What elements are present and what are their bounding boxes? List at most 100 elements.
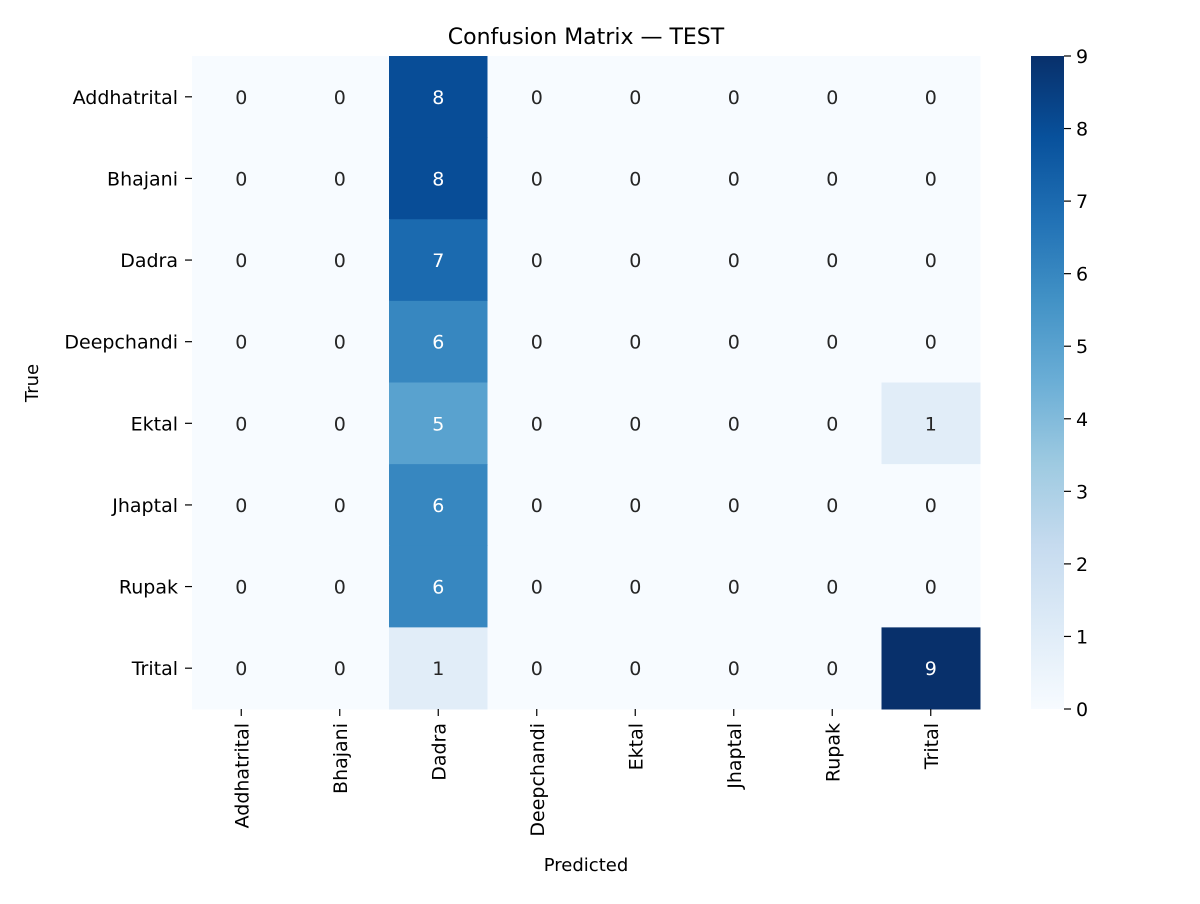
x-tick-label: Ektal [625,723,647,770]
cell-value-label: 1 [432,658,444,680]
heatmap-cell [684,137,784,220]
cell-value-label: 0 [531,658,543,680]
cell-value-label: 0 [334,495,346,517]
heatmap-cell [290,137,390,220]
cell-value-label: 0 [925,495,937,517]
y-tick-label: Trital [131,658,178,680]
heatmap-cell [389,300,488,383]
heatmap-cell [290,464,390,547]
heatmap-cell [389,627,488,710]
cell-value-label: 0 [728,332,740,354]
x-tick-label: Deepchandi [527,723,549,837]
cell-value-label: 0 [334,577,346,599]
heatmap-cell [684,219,784,302]
x-tick-label: Dadra [428,723,450,781]
cell-value-label: 0 [826,332,838,354]
colorbar-tick-label: 3 [1076,481,1088,503]
heatmap-cell [783,627,882,710]
heatmap-cell [586,627,685,710]
colorbar-gradient [1031,56,1064,709]
cell-value-label: 0 [826,413,838,435]
colorbar-tick-label: 1 [1076,626,1088,648]
cell-value-label: 0 [235,332,247,354]
y-tick-label: Ektal [131,413,178,435]
cell-value-label: 0 [728,495,740,517]
cell-value-label: 0 [531,332,543,354]
heatmap-cell [290,627,390,710]
colorbar-tick-label: 2 [1076,554,1088,576]
x-tick-label: Bhajani [330,723,352,794]
y-tick-label: Rupak [119,577,178,599]
heatmap-cell [586,300,685,383]
heatmap-cells: 0 0 8 0 0 0 0 0 0 0 8 0 0 0 0 0 0 0 7 0 0 0 0 0 0 0 6 0 0 0 0 0 0 0 5 0 0 0 0 1… [192,56,981,710]
heatmap-cell [684,382,784,465]
cell-value-label: 0 [235,413,247,435]
cell-value-label: 8 [432,168,444,190]
heatmap-cell [487,464,587,547]
heatmap-cell [881,545,981,628]
cell-value-label: 0 [334,658,346,680]
cell-value-label: 0 [728,168,740,190]
cell-value-label: 8 [432,87,444,109]
cell-value-label: 0 [629,332,641,354]
heatmap-cell [487,300,587,383]
cell-value-label: 0 [925,250,937,272]
cell-value-label: 0 [334,250,346,272]
heatmap-cell [881,627,981,710]
colorbar-tick-label: 9 [1076,46,1088,68]
heatmap-cell [487,219,587,302]
heatmap-cell [881,219,981,302]
heatmap-cell [389,219,488,302]
cell-value-label: 0 [728,250,740,272]
heatmap-cell [881,464,981,547]
y-tick-label: Jhaptal [111,495,178,517]
cell-value-label: 9 [925,658,937,680]
y-tick-label: Dadra [120,250,178,272]
heatmap-cell [586,464,685,547]
colorbar-tick-label: 4 [1076,409,1088,431]
heatmap-cell [881,137,981,220]
heatmap-cell [783,382,882,465]
heatmap-cell [389,382,488,465]
heatmap-cell [783,137,882,220]
heatmap-cell [881,56,981,139]
cell-value-label: 0 [826,658,838,680]
cell-value-label: 0 [235,658,247,680]
x-tick-label: Jhaptal [724,723,746,790]
cell-value-label: 0 [235,577,247,599]
heatmap-cell [290,300,390,383]
y-axis: Addhatrital Bhajani Dadra Deepchandi Ektal Jh… [64,87,192,680]
cell-value-label: 0 [235,250,247,272]
cell-value-label: 6 [432,495,444,517]
heatmap-cell [389,545,488,628]
colorbar-tick-label: 5 [1076,336,1088,358]
cell-value-label: 0 [925,87,937,109]
heatmap-cell [290,219,390,302]
cell-value-label: 0 [728,658,740,680]
cell-value-label: 0 [235,495,247,517]
heatmap-cell [881,300,981,383]
x-axis-label: Predicted [544,855,629,876]
heatmap-cell [881,382,981,465]
cell-value-label: 0 [334,87,346,109]
heatmap-cell [783,219,882,302]
heatmap-cell [487,56,587,139]
cell-value-label: 0 [629,250,641,272]
cell-value-label: 5 [432,413,444,435]
y-tick-label: Addhatrital [73,87,178,109]
cell-value-label: 0 [531,495,543,517]
colorbar-tick-label: 6 [1076,264,1088,286]
heatmap-cell [684,545,784,628]
heatmap-cell [684,300,784,383]
cell-value-label: 0 [728,413,740,435]
heatmap-cell [192,219,291,302]
cell-value-label: 0 [826,168,838,190]
heatmap-cell [586,545,685,628]
cell-value-label: 0 [629,413,641,435]
colorbar-tick-label: 0 [1076,699,1088,721]
cell-value-label: 7 [432,250,444,272]
heatmap-cell [783,300,882,383]
cell-value-label: 0 [826,577,838,599]
